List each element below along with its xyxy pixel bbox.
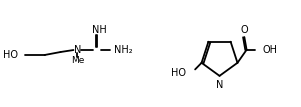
Text: Me: Me	[71, 56, 84, 65]
Text: NH₂: NH₂	[114, 45, 132, 55]
Text: OH: OH	[262, 45, 278, 55]
Text: N: N	[216, 80, 223, 90]
Text: N: N	[74, 45, 81, 55]
Text: HO: HO	[171, 68, 186, 78]
Text: O: O	[240, 25, 248, 35]
Text: HO: HO	[3, 50, 18, 60]
Text: NH: NH	[92, 25, 107, 35]
